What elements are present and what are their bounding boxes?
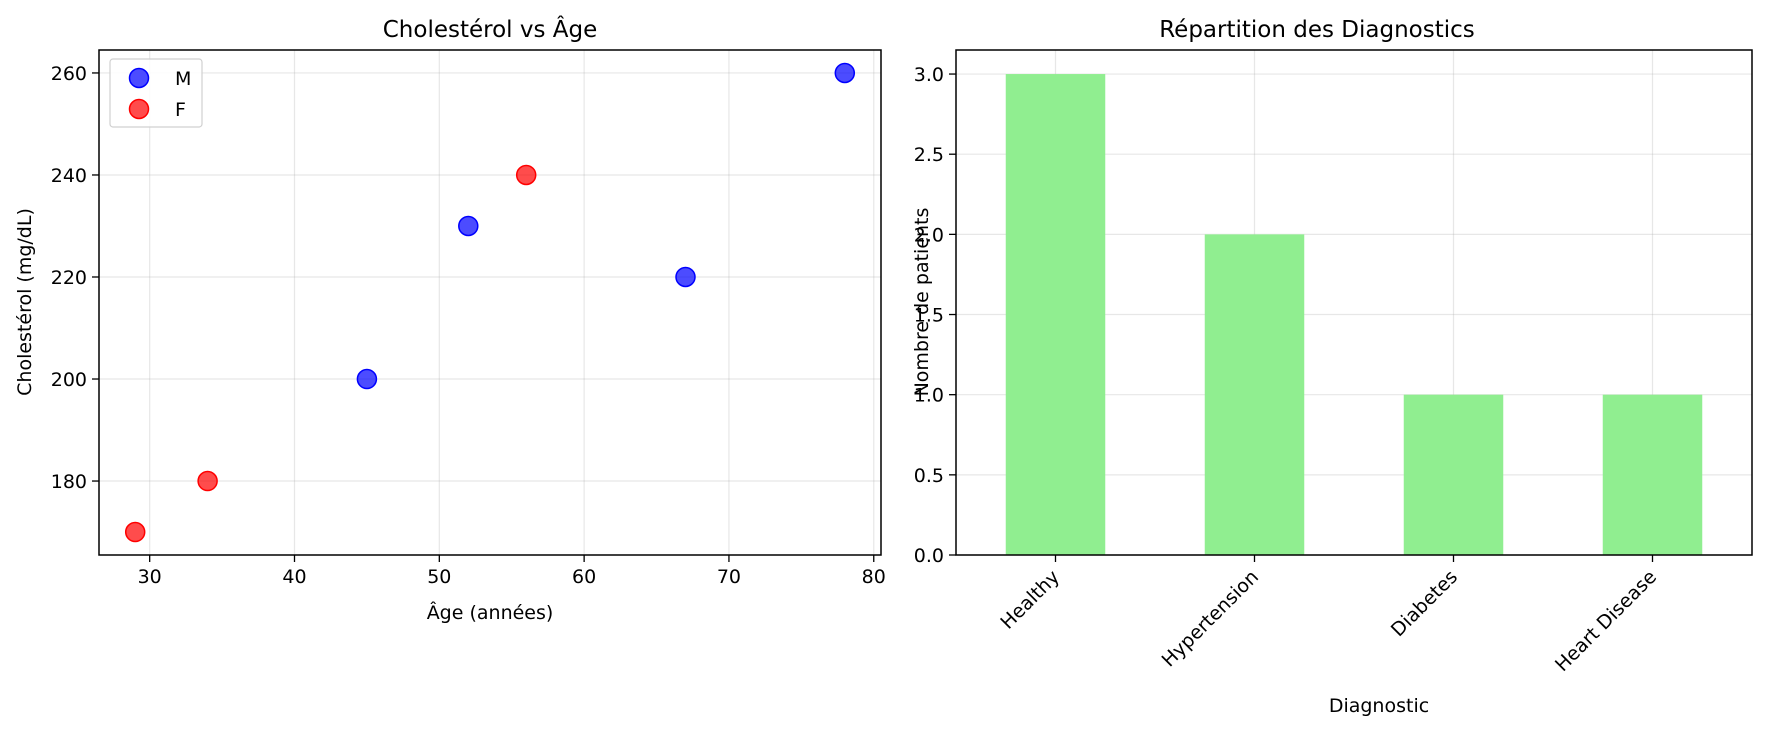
scatter-y-tick-label: 260: [51, 63, 87, 85]
bar-diabetes: [1403, 394, 1504, 555]
scatter-point-m: [458, 215, 479, 237]
scatter-y-tick-label: 220: [51, 267, 87, 289]
bar-x-axis-ticks: Healthy Hypertension Diabetes Heart Disease: [996, 555, 1661, 676]
bar-y-tick-label: 2.0: [914, 224, 944, 246]
scatter-legend-marker-m: [128, 67, 150, 89]
scatter-legend-label-f: F: [175, 99, 186, 121]
scatter-point-f: [197, 470, 218, 492]
scatter-point-m: [675, 266, 696, 288]
bar-heart-disease: [1602, 394, 1703, 555]
bar-y-tick-label: 0.5: [914, 465, 944, 487]
bar-axes-frame: [955, 49, 1753, 556]
scatter-y-tick-label: 240: [51, 165, 87, 187]
bar-x-tick-label-healthy: Healthy: [996, 566, 1064, 634]
scatter-x-tick-label: 50: [427, 566, 451, 588]
scatter-legend-label-m: M: [175, 68, 191, 90]
scatter-x-tick-label: 70: [717, 566, 741, 588]
bar-y-axis-ticks: 0.0 0.5 1.0 1.5 2.0 2.5 3.0: [914, 64, 956, 567]
scatter-point-m: [834, 62, 856, 84]
scatter-x-tick-label: 60: [572, 566, 596, 588]
scatter-points: [124, 62, 856, 543]
scatter-y-axis-ticks: 180 200 220 240 260: [51, 63, 99, 493]
scatter-x-tick-label: 80: [862, 566, 886, 588]
bar-bars: [1005, 74, 1703, 556]
bar-chart-title: Répartition des Diagnostics: [1159, 17, 1475, 43]
scatter-y-axis-label: Cholestérol (mg/dL): [14, 208, 36, 396]
bar-y-axis-label: Nombre de patients: [911, 208, 933, 397]
scatter-y-tick-label: 200: [51, 369, 87, 391]
scatter-x-axis-ticks: 30 40 50 60 70 80: [138, 555, 886, 588]
scatter-x-tick-label: 30: [138, 566, 162, 588]
scatter-point-m: [356, 368, 378, 390]
bar-x-tick-label-heart-disease: Heart Disease: [1551, 566, 1661, 676]
scatter-legend-marker-f: [128, 98, 150, 120]
scatter-grid: [99, 50, 881, 555]
scatter-point-f: [124, 521, 146, 543]
scatter-x-axis-label: Âge (années): [427, 601, 554, 624]
bar-x-tick-label-diabetes: Diabetes: [1387, 566, 1462, 641]
scatter-axes-frame: [98, 49, 882, 556]
scatter-chart: Cholestérol vs Âge 30 40 50 60 70 80 180 200 22…: [14, 15, 886, 624]
bar-y-tick-label: 1.5: [914, 305, 944, 327]
bar-chart: Répartition des Diagnostics Healthy Hyper…: [911, 17, 1753, 717]
bar-y-tick-label: 1.0: [914, 385, 944, 407]
bar-y-tick-label: 0.0: [914, 545, 944, 567]
scatter-x-tick-label: 40: [282, 566, 306, 588]
scatter-y-tick-label: 180: [51, 471, 87, 493]
bar-healthy: [1005, 74, 1106, 556]
scatter-chart-title: Cholestérol vs Âge: [383, 15, 598, 43]
bar-y-tick-label: 2.5: [914, 144, 944, 166]
bar-y-tick-label: 3.0: [914, 64, 944, 86]
scatter-point-f: [515, 164, 537, 186]
bar-x-axis-label: Diagnostic: [1329, 695, 1429, 717]
bar-hypertension: [1204, 234, 1305, 555]
bar-x-tick-label-hypertension: Hypertension: [1158, 566, 1263, 671]
scatter-legend: M F: [109, 58, 203, 128]
